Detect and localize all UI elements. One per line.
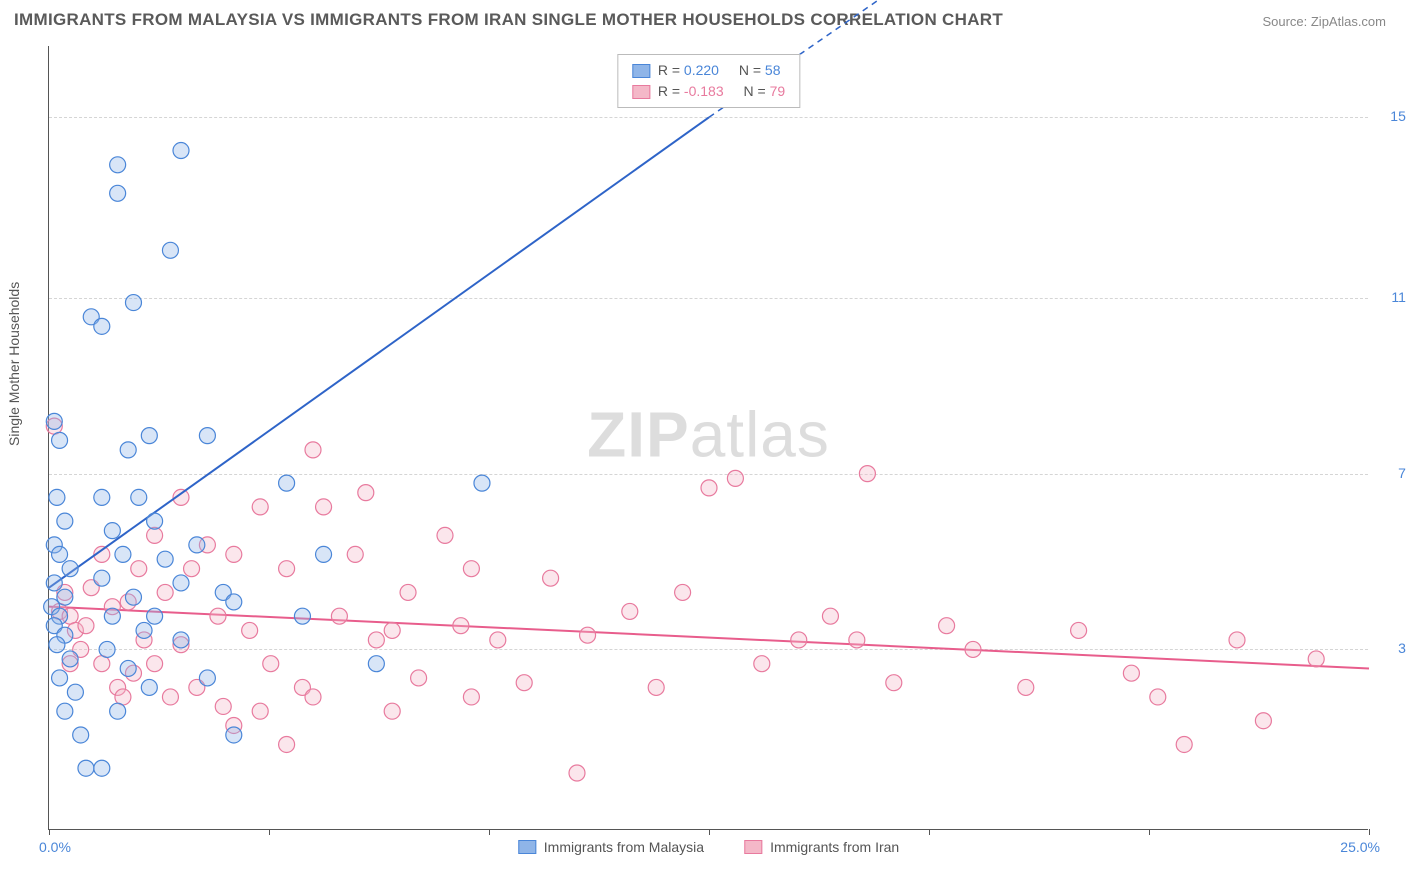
legend-text-malaysia: R = 0.220 N = 58 (658, 60, 781, 81)
correlation-legend: R = 0.220 N = 58 R = -0.183 N = 79 (617, 54, 800, 108)
scatter-svg (49, 46, 1368, 829)
x-tick-mark (49, 829, 50, 835)
x-tick-last: 25.0% (1340, 839, 1380, 855)
swatch-iran (632, 85, 650, 99)
swatch-iran-bottom (744, 840, 762, 854)
r-label: R = (658, 83, 680, 99)
swatch-malaysia (632, 64, 650, 78)
n-value-iran: 79 (770, 83, 786, 99)
legend-row-malaysia: R = 0.220 N = 58 (632, 60, 785, 81)
r-value-malaysia: 0.220 (684, 62, 719, 78)
n-label: N = (744, 83, 766, 99)
source-name: ZipAtlas.com (1311, 14, 1386, 29)
x-tick-mark (709, 829, 710, 835)
legend-label-iran: Immigrants from Iran (770, 839, 899, 855)
series-legend: Immigrants from Malaysia Immigrants from… (518, 839, 899, 855)
chart-plot-area: ZIPatlas 3.8%7.5%11.2%15.0% R = 0.220 N … (48, 46, 1368, 830)
source-label: Source: (1262, 14, 1310, 29)
n-value-malaysia: 58 (765, 62, 781, 78)
x-tick-mark (929, 829, 930, 835)
y-tick-label: 11.2% (1374, 289, 1406, 305)
source-attribution: Source: ZipAtlas.com (1262, 14, 1386, 29)
y-axis-label: Single Mother Households (6, 282, 22, 446)
chart-title: IMMIGRANTS FROM MALAYSIA VS IMMIGRANTS F… (14, 10, 1003, 30)
y-tick-label: 3.8% (1374, 640, 1406, 656)
x-tick-first: 0.0% (39, 839, 71, 855)
n-label: N = (739, 62, 761, 78)
legend-text-iran: R = -0.183 N = 79 (658, 81, 785, 102)
legend-label-malaysia: Immigrants from Malaysia (544, 839, 704, 855)
y-tick-label: 15.0% (1374, 108, 1406, 124)
r-value-iran: -0.183 (684, 83, 724, 99)
legend-item-iran: Immigrants from Iran (744, 839, 899, 855)
r-label: R = (658, 62, 680, 78)
y-tick-label: 7.5% (1374, 465, 1406, 481)
x-tick-mark (1149, 829, 1150, 835)
legend-item-malaysia: Immigrants from Malaysia (518, 839, 704, 855)
x-tick-mark (489, 829, 490, 835)
swatch-malaysia-bottom (518, 840, 536, 854)
x-tick-mark (1369, 829, 1370, 835)
legend-row-iran: R = -0.183 N = 79 (632, 81, 785, 102)
x-tick-mark (269, 829, 270, 835)
